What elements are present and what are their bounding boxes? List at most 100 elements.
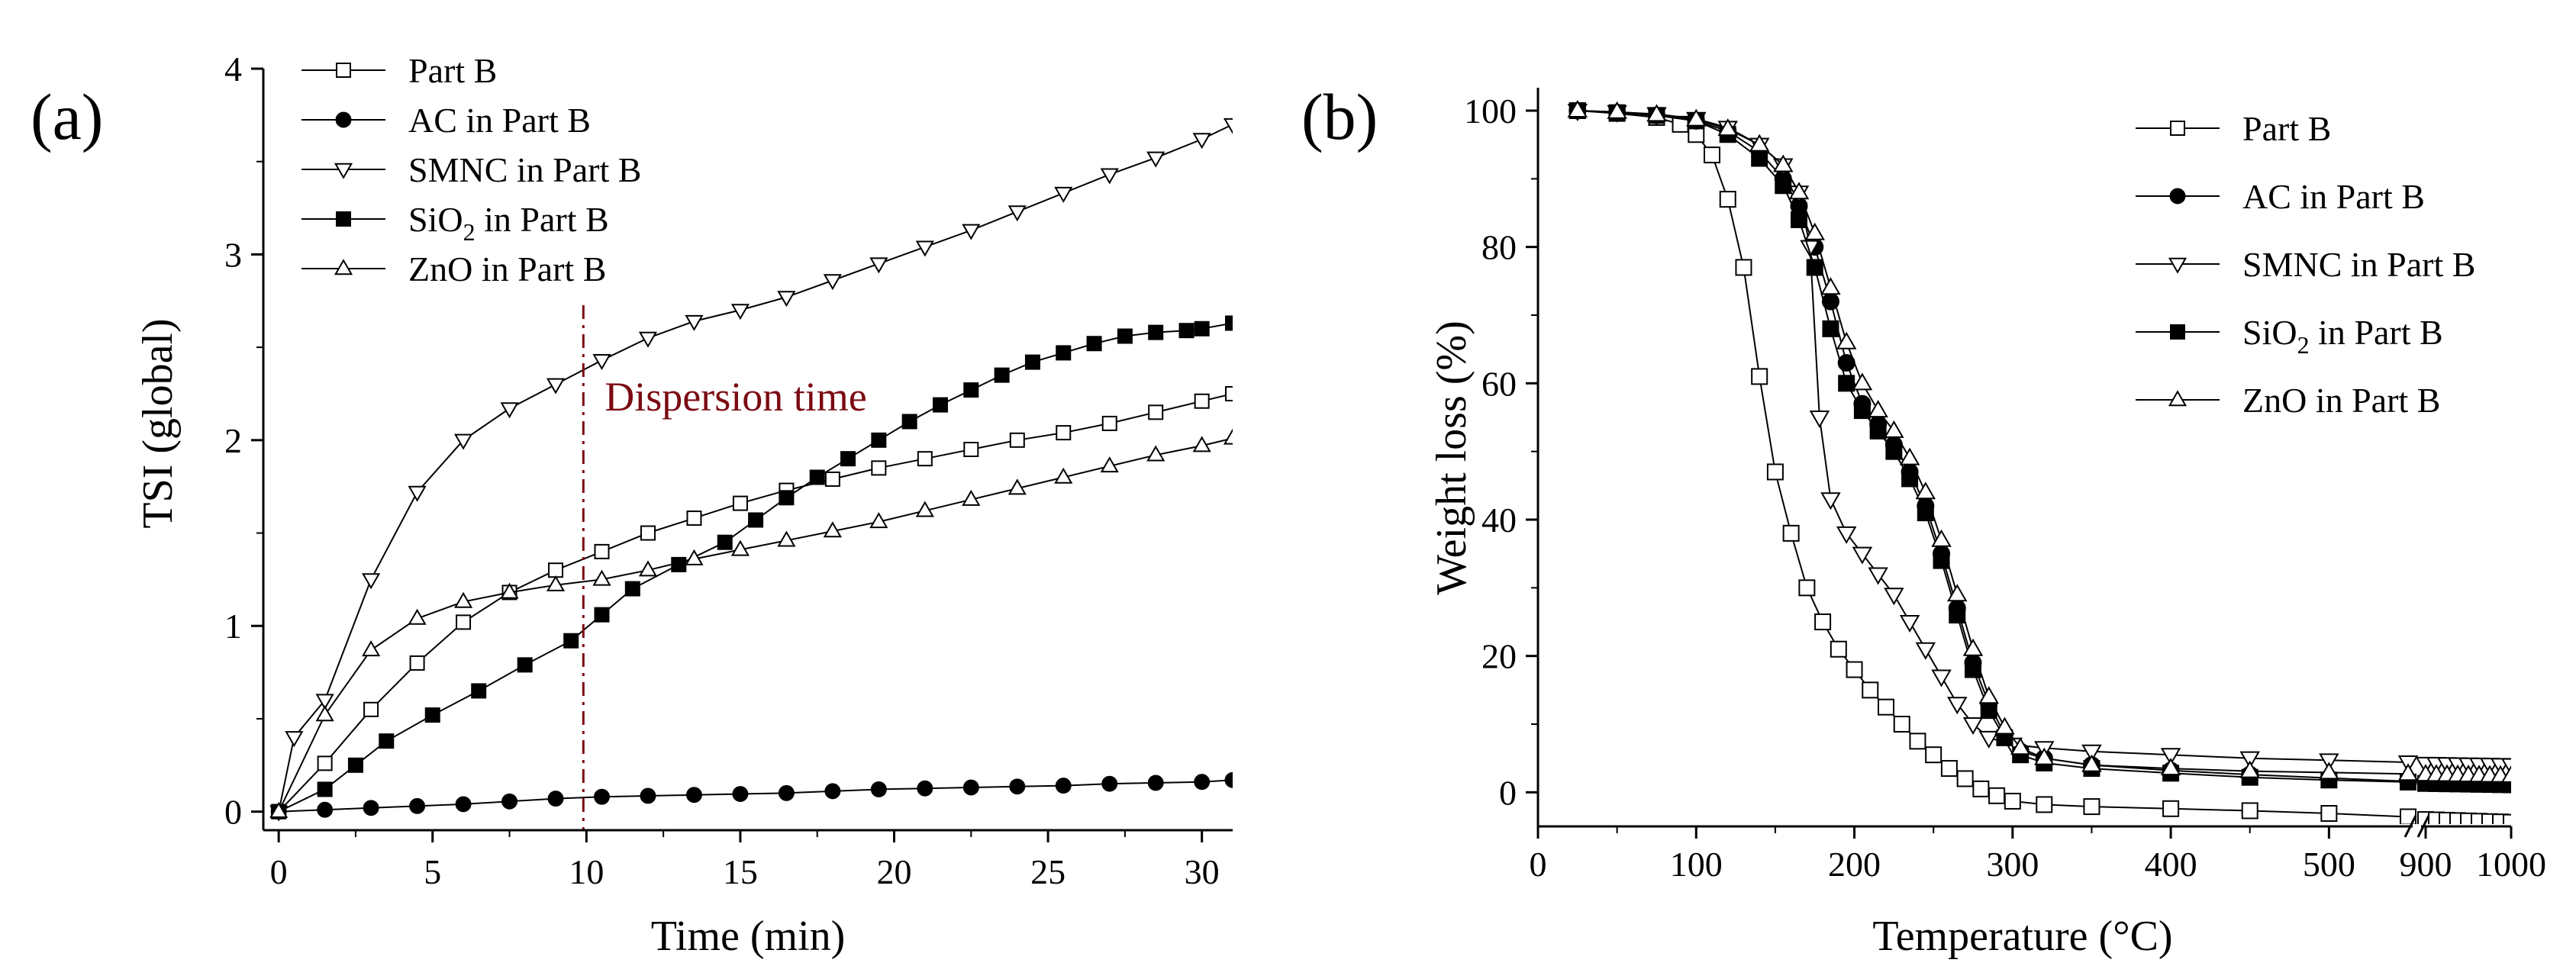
panel-b-point-part-b-19: [1925, 746, 1942, 764]
panel-b-point-zno-in-part-b-11: [1852, 372, 1873, 391]
panel-a-point-ac-in-part-b-14: [917, 780, 933, 797]
panel-a-point-zno-in-part-b-14: [915, 501, 934, 517]
panel-a-x-tick-label: 10: [569, 852, 604, 891]
panel-b-point-smnc-in-part-b-25: [2239, 751, 2260, 769]
panel-a-point-zno-in-part-b-11: [777, 530, 796, 547]
panel-b-point-zno-in-part-b-24: [2160, 758, 2181, 776]
panel-b-point-smnc-in-part-b-16: [1915, 642, 1936, 660]
panel-b-point-smnc-in-part-b-8: [1800, 240, 1820, 258]
panel-b-point-smnc-in-part-b-18: [1947, 697, 1968, 715]
panel-b-point-zno-in-part-b-9: [1820, 277, 1841, 295]
panel-b-point-zno-in-part-b-15: [1915, 481, 1936, 500]
panel-a-point-part-b-10: [732, 495, 748, 511]
panel-b-x-tick-label: 200: [1828, 845, 1881, 884]
panel-b-series-zno-in-part-b: [1567, 99, 2419, 781]
panel-b-legend-marker-part-b: [2170, 121, 2185, 136]
panel-a-point-smnc-in-part-b-12: [777, 291, 796, 308]
panel-a-point-ac-in-part-b-21: [1224, 771, 1233, 788]
panel-a-point-zno-in-part-b-7: [592, 569, 611, 586]
panel-a-point-sio2-in-part-b-24: [1117, 328, 1133, 344]
panel-a-legend-item-smnc-in-part-b: SMNC in Part B: [301, 150, 641, 189]
panel-b-y-tick-label: 20: [1481, 637, 1517, 676]
panel-b-x-axis-title: Temperature (°C): [1872, 913, 2172, 960]
panel-a-x-tick-label: 15: [723, 852, 758, 891]
panel-a-point-sio2-in-part-b-14: [809, 469, 825, 485]
panel-a-y-tick-label: 1: [224, 607, 242, 646]
panel-a-line-part-b: [278, 393, 1233, 813]
panel-a-point-part-b-1: [317, 755, 333, 771]
panel-a-point-part-b-17: [1056, 425, 1072, 441]
panel-b-point-part-b-28: [2241, 802, 2258, 820]
panel-b-line-zno-in-part-b: [1577, 110, 2409, 775]
panel-a-chart: (a) Dispersion time 0 5 10 15 20 25 30 0 1 2 3 4 Ti…: [31, 50, 1233, 960]
panel-a-point-sio2-in-part-b-25: [1148, 324, 1164, 340]
panel-a-point-sio2-in-part-b-11: [717, 534, 733, 550]
panel-a-legend-item-part-b: Part B: [301, 51, 497, 90]
panel-a-point-ac-in-part-b-19: [1147, 775, 1164, 791]
panel-b-point-part-b-15: [1862, 681, 1879, 699]
panel-a-point-sio2-in-part-b-3: [379, 733, 395, 749]
panel-b-y-tick-label: 40: [1481, 501, 1517, 539]
panel-b-legend-label-zno-in-part-b: ZnO in Part B: [2242, 381, 2440, 420]
panel-a-point-ac-in-part-b-16: [1009, 778, 1026, 795]
panel-b-axis-break-mark: [2404, 815, 2417, 838]
panel-b-point-sio2-in-part-b-12: [1869, 422, 1887, 440]
panel-b-point-smnc-in-part-b-15: [1899, 615, 1920, 633]
panel-a-legend-marker-zno-in-part-b: [334, 259, 353, 275]
panel-a-plot-area: Dispersion time 0 5 10 15 20 25 30 0 1 2 3 4: [224, 50, 1233, 891]
panel-b-legend-marker-ac-in-part-b: [2169, 188, 2186, 204]
panel-b-point-zno-in-part-b-26: [2319, 762, 2339, 780]
panel-b-y-tick-label: 0: [1499, 773, 1517, 812]
panel-b-point-part-b-26: [2083, 798, 2100, 816]
panel-a-point-smnc-in-part-b-14: [869, 257, 888, 274]
panel-a-point-ac-in-part-b-7: [594, 788, 610, 805]
panel-a-point-sio2-in-part-b-19: [963, 382, 979, 398]
panel-a-point-ac-in-part-b-11: [778, 784, 795, 801]
panel-a-point-sio2-in-part-b-21: [1024, 354, 1040, 370]
panel-a-point-smnc-in-part-b-4: [408, 485, 427, 502]
panel-b-point-smnc-in-part-b-12: [1852, 546, 1873, 565]
panel-a-legend: Part B AC in Part B SMNC in Part B SiO2 in …: [301, 51, 641, 288]
panel-b-point-sio2-in-part-b-13: [1885, 443, 1903, 460]
panel-b-point-part-b-27: [2162, 800, 2180, 817]
panel-a-point-sio2-in-part-b-2: [347, 757, 363, 773]
panel-a-point-zno-in-part-b-15: [962, 489, 981, 506]
panel-a-x-tick-label: 25: [1030, 852, 1066, 891]
panel-a-point-smnc-in-part-b-11: [730, 304, 750, 320]
panel-b-point-smnc-in-part-b-19: [1962, 717, 1984, 736]
panel-a-point-sio2-in-part-b-23: [1086, 336, 1102, 352]
panel-a-point-smnc-in-part-b-17: [1008, 205, 1027, 222]
panel-a-y-tick-label: 0: [224, 793, 242, 832]
panel-b-point-part-b-after-break-8: [2503, 813, 2511, 824]
panel-a-legend-label-zno-in-part-b: ZnO in Part B: [408, 250, 606, 288]
panel-b-point-zno-in-part-b-6: [1773, 154, 1794, 172]
panel-a-line-zno-in-part-b: [278, 437, 1233, 813]
panel-a-point-ac-in-part-b-18: [1101, 775, 1118, 792]
panel-b-y-tick-label: 100: [1464, 92, 1517, 130]
panel-b-point-zno-in-part-b-27: [2397, 763, 2419, 781]
panel-b-series-part-b-after-break: [2417, 811, 2511, 824]
panel-a-point-smnc-in-part-b-16: [962, 224, 981, 240]
panel-a-y-tick-label: 3: [224, 235, 242, 274]
panel-a-point-part-b-20: [1194, 393, 1210, 409]
panel-a-x-tick-label: 30: [1185, 852, 1220, 891]
panel-b-point-zno-in-part-b-14: [1899, 447, 1920, 465]
panel-b-point-zno-in-part-b-2: [1646, 104, 1667, 122]
panel-a-point-part-b-3: [409, 655, 425, 671]
panel-a-point-sio2-in-part-b-6: [517, 657, 533, 673]
panel-b-point-part-b-14: [1846, 661, 1863, 678]
panel-b-point-zno-in-part-b-10: [1836, 331, 1857, 349]
panel-b-point-zno-in-part-b-12: [1868, 400, 1888, 418]
panel-b-legend-marker-smnc-in-part-b: [2168, 257, 2188, 274]
panel-b-legend-label-sio2-in-part-b: SiO2 in Part B: [2242, 313, 2443, 359]
panel-a-point-part-b-21: [1225, 385, 1233, 401]
panel-a-legend-marker-part-b: [336, 63, 351, 78]
panel-b-point-zno-in-part-b-4: [1717, 118, 1738, 137]
panel-b-point-sio2-in-part-b-11: [1853, 402, 1871, 420]
panel-a-point-ac-in-part-b-17: [1055, 778, 1072, 794]
panel-a-series-zno-in-part-b: [269, 428, 1233, 818]
panel-b-x-tick-label: 500: [2303, 845, 2355, 884]
panel-a-point-part-b-2: [363, 701, 379, 717]
panel-a-y-tick-label: 4: [224, 50, 242, 89]
panel-a-point-sio2-in-part-b-17: [901, 414, 917, 430]
